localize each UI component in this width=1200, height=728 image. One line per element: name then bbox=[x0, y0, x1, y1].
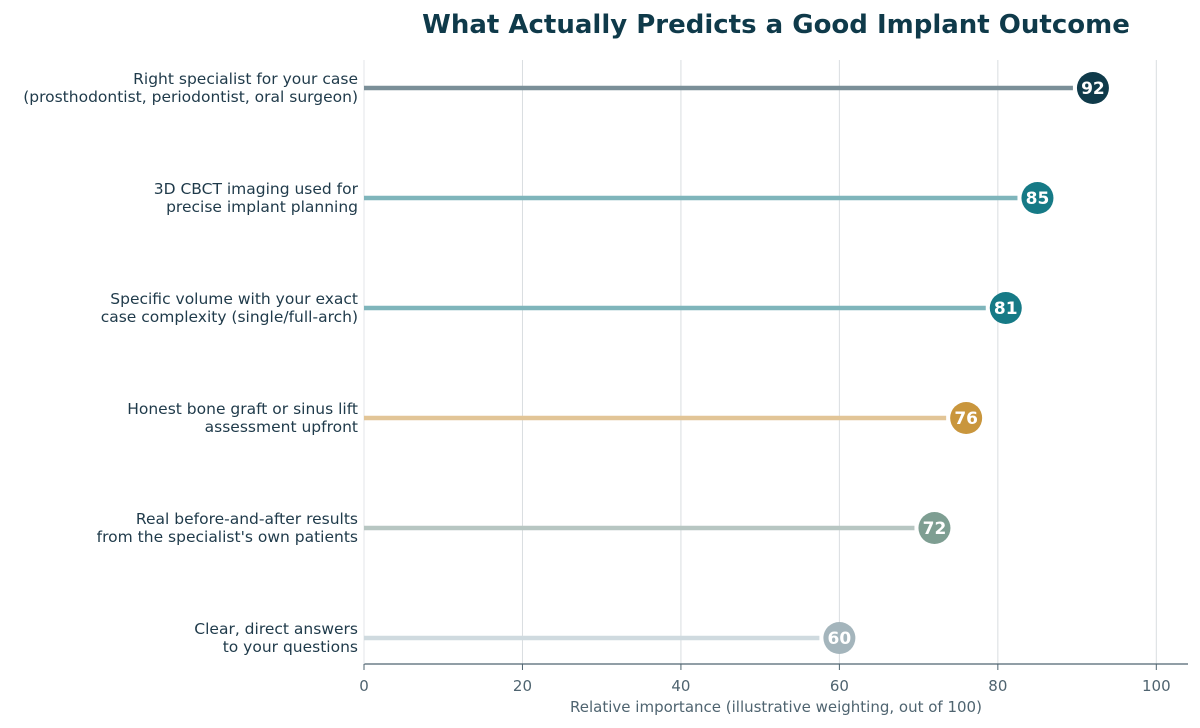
lollipop-dot bbox=[1021, 182, 1054, 214]
category-label: from the specialist's own patients bbox=[97, 528, 358, 546]
value-label: 81 bbox=[994, 299, 1018, 319]
x-tick-label: 100 bbox=[1142, 677, 1171, 695]
x-tick-label: 60 bbox=[830, 677, 849, 695]
category-labels: Right specialist for your case(prosthodo… bbox=[23, 70, 358, 656]
value-label: 72 bbox=[923, 519, 947, 539]
chart-title: What Actually Predicts a Good Implant Ou… bbox=[422, 10, 1130, 40]
lollipop-dot bbox=[950, 402, 983, 434]
category-label: assessment upfront bbox=[205, 418, 358, 436]
x-axis-label: Relative importance (illustrative weight… bbox=[570, 698, 982, 716]
x-axis: 0 20 40 60 80 100 bbox=[359, 60, 1188, 695]
lollipop-dot bbox=[823, 622, 856, 654]
category-label: to your questions bbox=[223, 638, 358, 656]
x-tick-label: 20 bbox=[513, 677, 532, 695]
value-label: 60 bbox=[828, 629, 852, 649]
category-label: Right specialist for your case bbox=[133, 70, 358, 88]
x-tick-label: 80 bbox=[988, 677, 1007, 695]
lollipop-dot bbox=[989, 292, 1022, 324]
lollipop-dot bbox=[918, 512, 951, 544]
x-tick-label: 40 bbox=[671, 677, 690, 695]
value-label: 85 bbox=[1026, 189, 1050, 209]
category-label: case complexity (single/full-arch) bbox=[101, 308, 358, 326]
category-label: (prosthodontist, periodontist, oral surg… bbox=[23, 88, 358, 106]
value-label: 92 bbox=[1081, 79, 1105, 99]
category-label: Honest bone graft or sinus lift bbox=[127, 400, 358, 418]
lollipop-dot bbox=[1076, 72, 1109, 104]
category-label: Specific volume with your exact bbox=[110, 290, 358, 308]
category-label: precise implant planning bbox=[166, 198, 358, 216]
category-label: Real before-and-after results bbox=[136, 510, 358, 528]
x-tick-label: 0 bbox=[359, 677, 369, 695]
category-label: Clear, direct answers bbox=[194, 620, 358, 638]
grid-lines bbox=[363, 60, 1157, 664]
value-label: 76 bbox=[954, 409, 978, 429]
lollipop-marks: 92 85 81 76 72 60 bbox=[364, 72, 1109, 654]
category-label: 3D CBCT imaging used for bbox=[154, 180, 359, 198]
